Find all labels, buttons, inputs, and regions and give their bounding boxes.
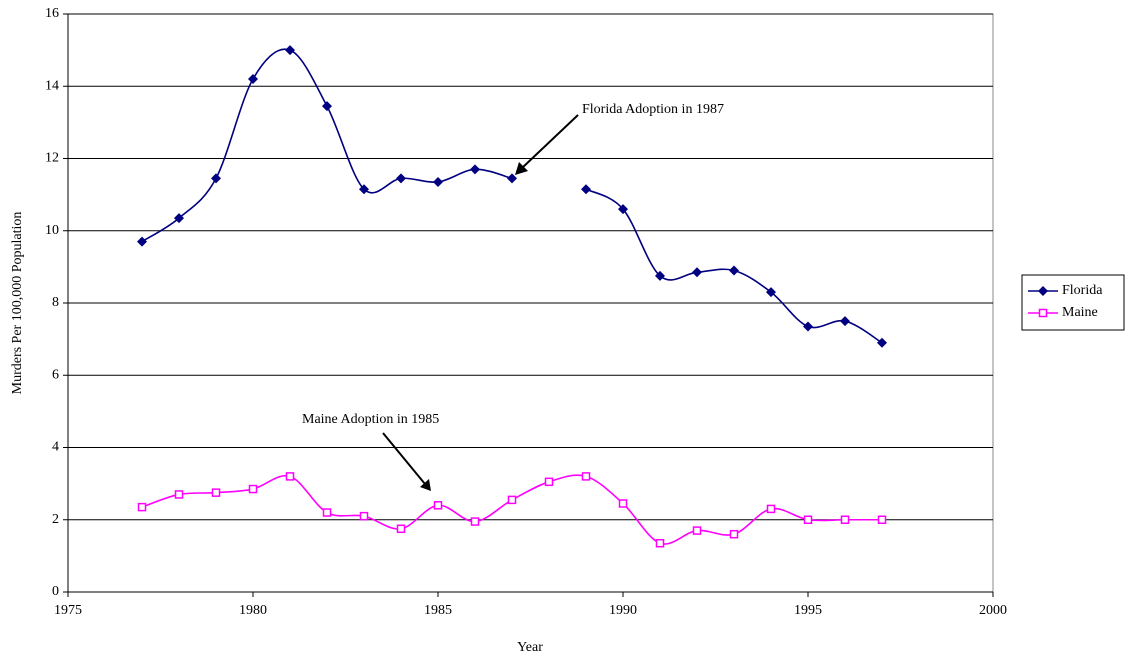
legend-marker [1038,308,1048,318]
point [322,101,332,112]
x-tick-label: 1990 [609,603,637,618]
x-tick-label: 1995 [794,603,822,618]
point [840,515,850,524]
point [322,508,332,517]
point [692,267,702,278]
point [137,502,147,512]
point [655,538,665,548]
point [285,472,295,481]
point [877,515,887,524]
point [766,504,776,514]
legend-box [1021,274,1125,331]
point [285,45,295,56]
point [433,176,443,187]
point [766,287,776,298]
y-tick-label: 8 [52,295,59,310]
point [248,74,258,85]
annotation: Florida Adoption in 1987 [582,102,724,117]
point [544,477,554,487]
point [470,517,480,526]
y-tick-label: 12 [45,151,59,166]
x-tick-label: 2000 [979,603,1007,618]
point [581,472,591,481]
point [137,236,147,247]
point [248,484,258,494]
x-axis-label: Year [517,640,543,655]
point [655,270,665,281]
annotation: Maine Adoption in 1985 [302,412,439,427]
y-tick-label: 2 [52,512,59,527]
annotation-arrow [521,114,579,169]
point [507,173,517,184]
point [396,524,406,534]
point [618,204,628,215]
y-axis-label: Murders Per 100,000 Population [10,212,25,395]
x-tick-label: 1975 [54,603,82,618]
point [211,173,221,184]
point [396,173,406,184]
point [433,501,443,510]
y-tick-label: 16 [45,6,59,21]
point [174,213,184,224]
y-tick-label: 14 [45,78,59,93]
point [729,265,739,276]
point [581,184,591,195]
y-tick-label: 0 [52,584,59,599]
point [803,321,813,332]
point [692,526,702,535]
point [618,499,628,508]
annotation-arrowhead [515,162,528,175]
legend-marker [1038,286,1048,296]
annotation-arrow [382,432,426,485]
point [174,490,184,499]
series-line [141,48,883,344]
y-tick-label: 10 [45,223,59,238]
legend-label: Florida [1062,283,1103,298]
point [359,184,369,195]
x-tick-label: 1985 [424,603,452,618]
point [840,316,850,327]
point [211,488,221,497]
legend-label: Maine [1062,305,1098,320]
point [729,529,739,539]
x-tick-label: 1980 [239,603,267,618]
point [470,164,480,175]
point [507,495,517,505]
y-tick-label: 6 [52,367,59,382]
y-tick-label: 4 [52,440,59,455]
point [877,337,887,348]
point [803,515,813,524]
annotation-arrowhead [420,479,431,491]
point [359,511,369,521]
